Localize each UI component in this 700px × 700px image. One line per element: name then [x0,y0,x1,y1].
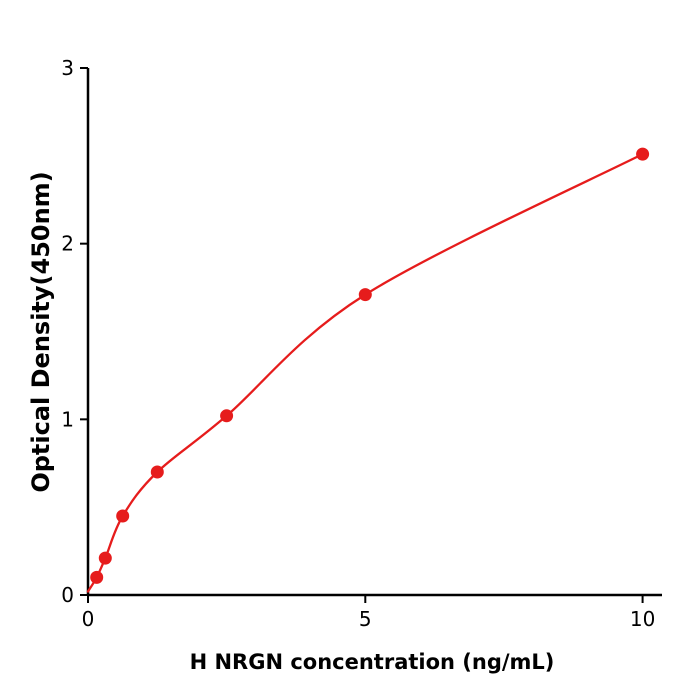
data-point [150,465,164,479]
y-axis-title: Optical Density(450nm) [27,171,55,493]
data-point [98,551,112,565]
data-point [358,288,372,302]
x-tick-label: 0 [82,607,95,631]
x-tick-label: 10 [630,607,655,631]
y-tick-label: 2 [61,232,74,256]
fit-curve [86,152,644,593]
data-point [116,509,130,523]
y-tick-label: 1 [61,407,74,431]
y-tick-label: 0 [61,583,74,607]
data-point [636,147,650,161]
y-tick-label: 3 [61,56,74,80]
x-axis-title: H NRGN concentration (ng/mL) [189,650,555,674]
x-tick-label: 5 [359,607,372,631]
data-point [90,570,104,584]
data-point [220,409,234,423]
